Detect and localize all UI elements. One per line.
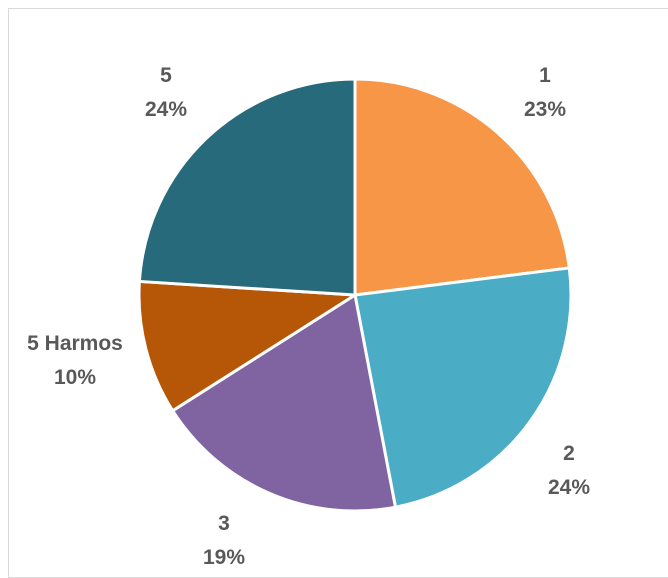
pie-slice-1 [353,77,571,297]
slice-category-label: 5 Harmos [27,332,123,355]
pie-slices [137,77,573,513]
slice-category-label: 2 [563,442,575,465]
slice-percent-label: 24% [548,476,590,499]
slice-percent-label: 23% [524,98,566,121]
slice-labels: 1 23% 2 24% 3 19% 5 Harmos 10% 5 24% [27,64,590,569]
slice-percent-label: 19% [203,546,245,569]
slice-category-label: 3 [218,512,230,535]
pie-slice-4 [137,279,357,413]
pie-slice-3 [171,293,397,513]
slice-percent-label: 24% [145,98,187,121]
pie-slice-2 [353,266,573,509]
slice-category-label: 5 [160,64,172,87]
slice-category-label: 1 [539,64,551,87]
pie-slice-5 [137,77,357,297]
slice-percent-label: 10% [54,366,96,389]
